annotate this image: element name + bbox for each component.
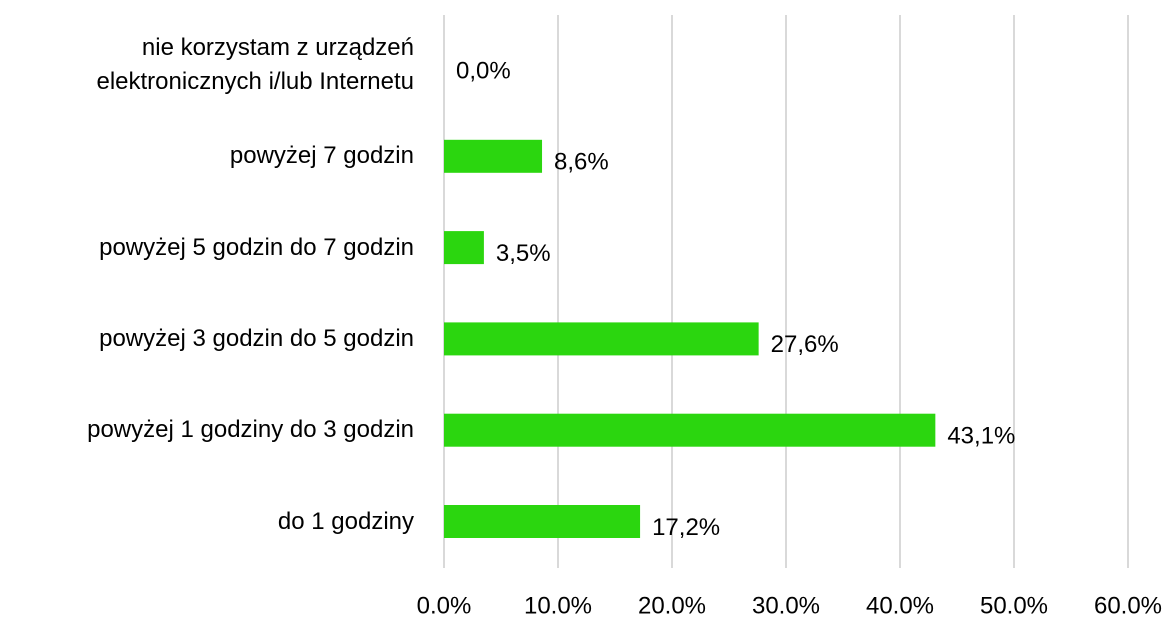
category-label: powyżej 1 godziny do 3 godzin [87, 416, 414, 444]
x-tick-label: 30.0% [752, 592, 820, 619]
category-label: do 1 godziny [277, 507, 414, 535]
value-label: 8,6% [554, 149, 609, 176]
value-label: 17,2% [652, 514, 720, 541]
value-label: 3,5% [496, 240, 551, 267]
x-tick-label: 0.0% [417, 592, 472, 619]
bar [444, 322, 759, 356]
bar [444, 505, 641, 538]
x-tick-label: 10.0% [524, 592, 592, 619]
value-label: 27,6% [771, 331, 839, 358]
category-label: powyżej 3 godzin do 5 godzin [99, 324, 414, 352]
value-label: 43,1% [947, 423, 1015, 450]
x-tick-label: 50.0% [980, 592, 1048, 619]
category-label: nie korzystam z urządzeń elektronicznych… [96, 34, 414, 95]
category-label: powyżej 5 godzin do 7 godzin [99, 233, 414, 261]
bar [444, 139, 543, 173]
x-tick-label: 20.0% [638, 592, 706, 619]
bar [444, 413, 936, 447]
x-tick-label: 40.0% [866, 592, 934, 619]
x-tick-label: 60.0% [1094, 592, 1162, 619]
value-label: 0,0% [456, 57, 511, 84]
bar [444, 231, 484, 265]
category-label: powyżej 7 godzin [229, 142, 414, 170]
